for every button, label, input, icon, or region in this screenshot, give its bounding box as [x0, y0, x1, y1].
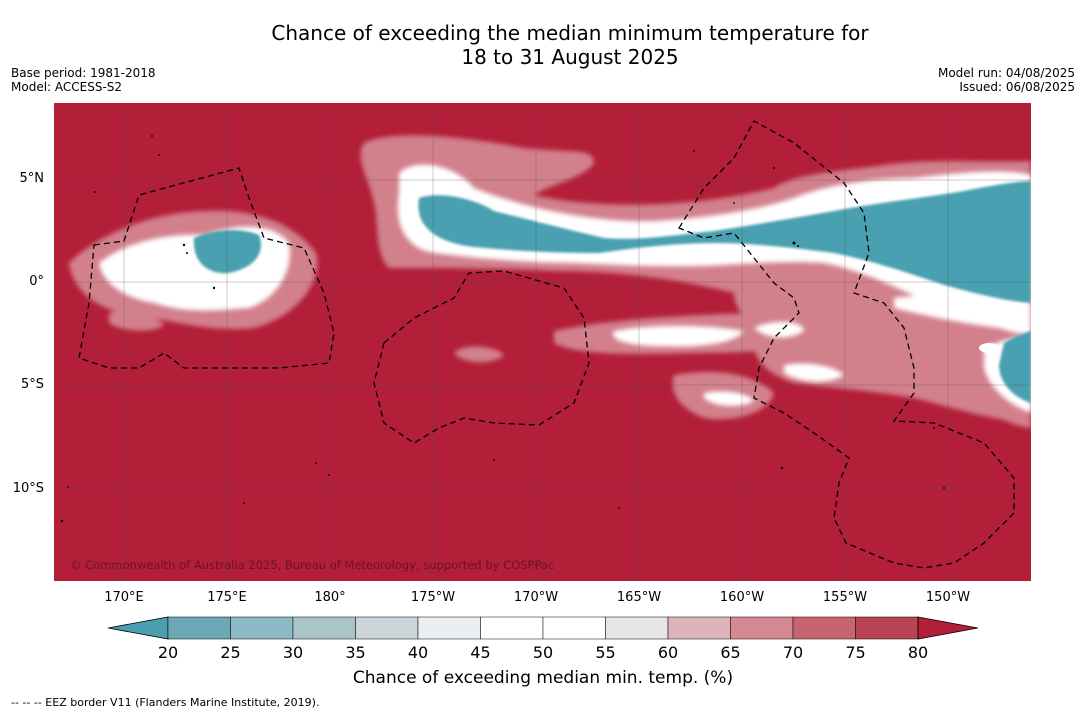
issued-date: Issued: 06/08/2025 — [959, 80, 1075, 94]
lon-label-155w: 155°W — [822, 590, 868, 605]
map-canvas — [54, 103, 1031, 581]
lat-label-10s: 10°S — [12, 481, 44, 496]
forecast-map — [54, 103, 1031, 581]
lon-label-175e: 175°E — [207, 590, 247, 605]
base-period: Base period: 1981-2018 — [11, 66, 156, 80]
colorbar-segment — [230, 616, 294, 640]
colorbar-segment — [480, 616, 544, 640]
colorbar — [107, 615, 979, 647]
colorbar-tick-label: 40 — [407, 643, 429, 662]
colorbar-tick-label: 65 — [720, 643, 741, 662]
lat-label-0: 0° — [29, 274, 44, 289]
model-name: Model: ACCESS-S2 — [11, 80, 123, 94]
lat-label-5s: 5°S — [20, 377, 44, 392]
colorbar-segment — [855, 616, 919, 640]
lat-label-5n: 5°N — [19, 171, 45, 186]
colorbar-tick-label: 25 — [220, 643, 241, 662]
lon-label-175w: 175°W — [410, 590, 456, 605]
colorbar-tick-label: 50 — [532, 643, 554, 662]
pocket-neutral — [979, 343, 999, 353]
lon-label-170w: 170°W — [513, 590, 559, 605]
colorbar-tick-label: 75 — [845, 643, 866, 662]
meta-right: Model run: 04/08/2025 Issued: 06/08/2025 — [938, 66, 1075, 94]
colorbar-segment — [605, 616, 669, 640]
eez-footnote: -- -- -- EEZ border V11 (Flanders Marine… — [11, 696, 320, 709]
colorbar-segment — [355, 616, 419, 640]
copyright-notice: © Commonwealth of Australia 2025, Bureau… — [70, 558, 555, 572]
lon-label-150w: 150°W — [925, 590, 971, 605]
map-title: Chance of exceeding the median minimum t… — [0, 21, 1085, 69]
colorbar-svg — [107, 616, 979, 640]
colorbar-tick-label: 20 — [157, 643, 179, 662]
colorbar-tick-label: 80 — [907, 643, 929, 662]
colorbar-segment — [730, 616, 794, 640]
colorbar-tick-label: 35 — [345, 643, 366, 662]
lon-label-180: 180° — [314, 590, 346, 605]
lon-label-165w: 165°W — [616, 590, 662, 605]
colorbar-segment — [542, 616, 606, 640]
grid-lines — [54, 103, 1031, 581]
meta-left: Base period: 1981-2018 Model: ACCESS-S2 — [11, 66, 156, 94]
colorbar-tick-label: 60 — [657, 643, 679, 662]
colorbar-tick-label: 55 — [595, 643, 616, 662]
eez-borders — [78, 120, 1015, 569]
colorbar-extend-low — [107, 616, 169, 640]
colorbar-segment — [792, 616, 856, 640]
lon-label-170e: 170°E — [104, 590, 144, 605]
colorbar-tick-label: 70 — [782, 643, 804, 662]
islands — [60, 135, 945, 523]
colorbar-segment — [667, 616, 731, 640]
colorbar-label: Chance of exceeding median min. temp. (%… — [352, 668, 734, 688]
colorbar-segment — [167, 616, 231, 640]
colorbar-segment — [417, 616, 481, 640]
model-run-date: Model run: 04/08/2025 — [937, 66, 1075, 80]
colorbar-segment — [292, 616, 356, 640]
colorbar-tick-label: 30 — [282, 643, 304, 662]
title-line-1: Chance of exceeding the median minimum t… — [271, 21, 869, 45]
lon-label-160w: 160°W — [719, 590, 765, 605]
title-line-2: 18 to 31 August 2025 — [461, 45, 679, 69]
colorbar-extend-high — [917, 616, 979, 640]
colorbar-tick-label: 45 — [470, 643, 491, 662]
